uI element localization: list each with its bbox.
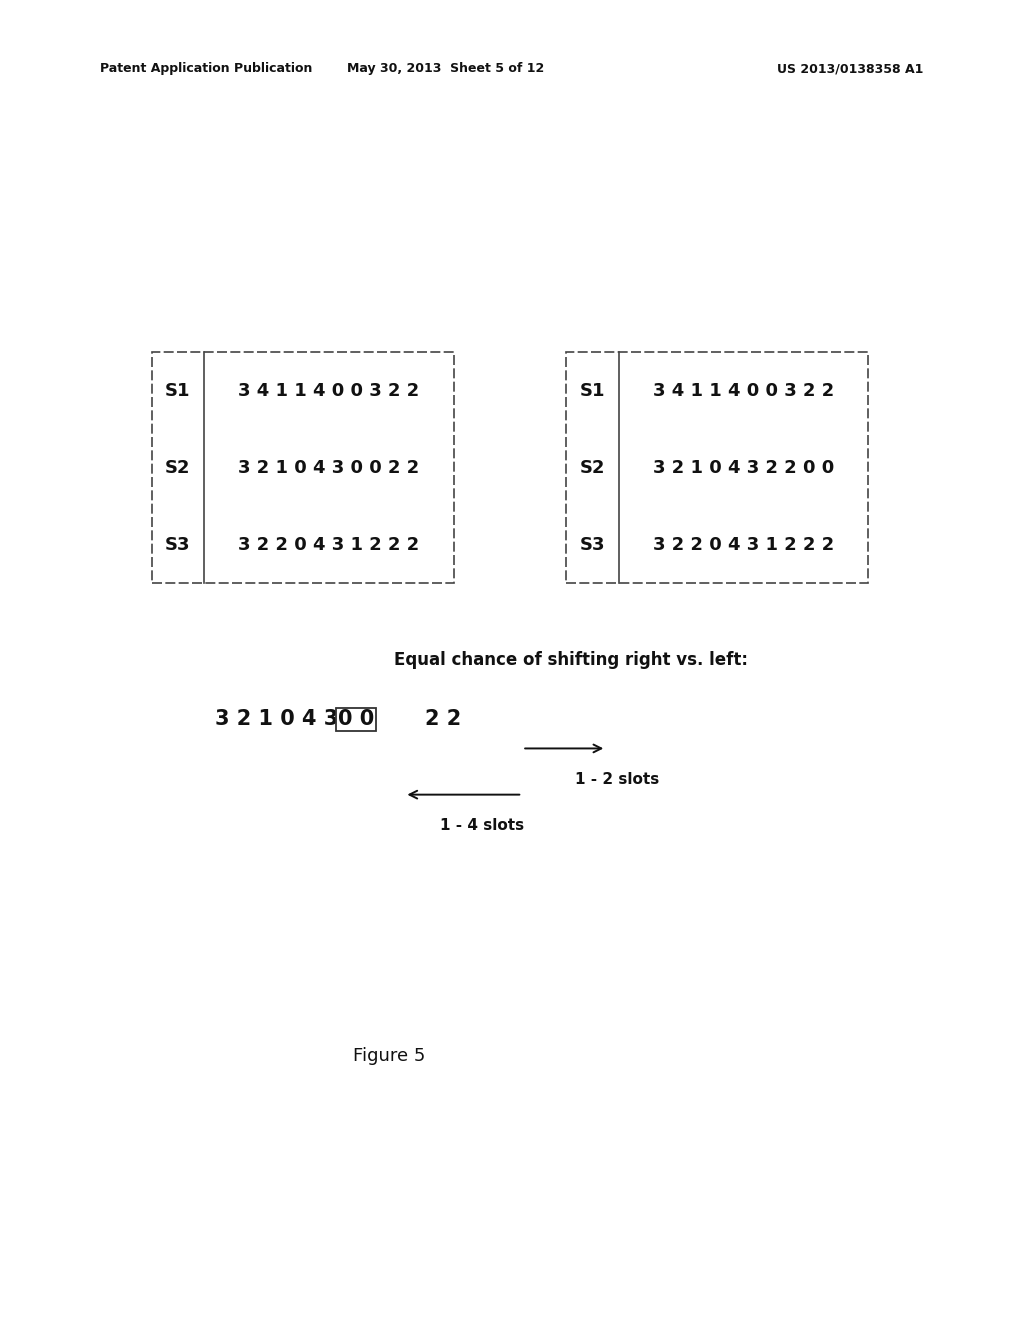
Text: S2: S2 bbox=[580, 459, 605, 477]
Text: 0 0: 0 0 bbox=[338, 709, 374, 730]
Text: Patent Application Publication: Patent Application Publication bbox=[100, 62, 312, 75]
Text: 3 4 1 1 4 0 0 3 2 2: 3 4 1 1 4 0 0 3 2 2 bbox=[239, 381, 420, 400]
Text: S3: S3 bbox=[165, 536, 190, 554]
Text: S1: S1 bbox=[580, 381, 605, 400]
Text: 3 4 1 1 4 0 0 3 2 2: 3 4 1 1 4 0 0 3 2 2 bbox=[653, 381, 835, 400]
Bar bbox=[566, 352, 868, 583]
Text: US 2013/0138358 A1: US 2013/0138358 A1 bbox=[777, 62, 924, 75]
Text: May 30, 2013  Sheet 5 of 12: May 30, 2013 Sheet 5 of 12 bbox=[347, 62, 544, 75]
Text: 1 - 2 slots: 1 - 2 slots bbox=[575, 772, 659, 787]
Text: 3 2 1 0 4 3: 3 2 1 0 4 3 bbox=[215, 709, 338, 730]
Text: S1: S1 bbox=[165, 381, 190, 400]
Text: S2: S2 bbox=[165, 459, 190, 477]
Text: 3 2 2 0 4 3 1 2 2 2: 3 2 2 0 4 3 1 2 2 2 bbox=[653, 536, 835, 554]
Bar bbox=[152, 352, 454, 583]
Text: Equal chance of shifting right vs. left:: Equal chance of shifting right vs. left: bbox=[394, 651, 749, 669]
Text: Figure 5: Figure 5 bbox=[353, 1047, 425, 1065]
Text: 2 2: 2 2 bbox=[425, 709, 461, 730]
Text: S3: S3 bbox=[580, 536, 605, 554]
Text: 3 2 1 0 4 3 0 0 2 2: 3 2 1 0 4 3 0 0 2 2 bbox=[239, 459, 420, 477]
Text: 3 2 1 0 4 3 2 2 0 0: 3 2 1 0 4 3 2 2 0 0 bbox=[653, 459, 835, 477]
Text: 1 - 4 slots: 1 - 4 slots bbox=[440, 818, 524, 833]
Text: 3 2 2 0 4 3 1 2 2 2: 3 2 2 0 4 3 1 2 2 2 bbox=[239, 536, 420, 554]
